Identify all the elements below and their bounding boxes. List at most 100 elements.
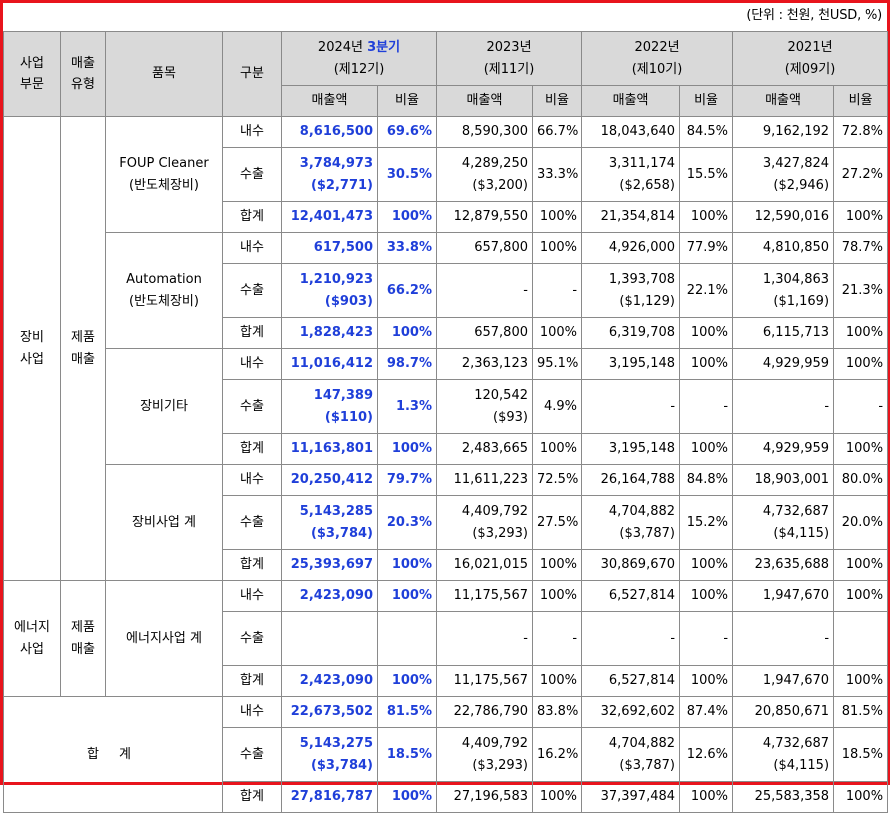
sales-value: 1,947,670 xyxy=(732,665,835,697)
category-cell: 내수 xyxy=(222,116,282,148)
category-cell: 내수 xyxy=(222,464,282,496)
ratio-value: 84.5% xyxy=(679,116,734,148)
sales-value: 18,903,001 xyxy=(732,464,835,496)
sales-value: - xyxy=(436,263,533,318)
sales-value: 4,810,850 xyxy=(732,232,835,264)
ratio-value: 87.4% xyxy=(679,696,734,728)
ratio-value: 100% xyxy=(833,781,889,813)
ratio-value: 27.5% xyxy=(531,495,583,550)
category-cell: 합계 xyxy=(222,317,282,349)
sales-value: 4,704,882 ($3,787) xyxy=(581,727,681,782)
sales-value: 657,800 xyxy=(436,232,533,264)
table-row: Automation (반도체장비) 내수 617,500 33.8% 657,800 10… xyxy=(4,232,889,349)
ratio-value: 100% xyxy=(679,201,734,233)
sales-value: 12,879,550 xyxy=(436,201,533,233)
sales-value: 4,732,687 ($4,115) xyxy=(732,727,835,782)
ratio-value: 15.2% xyxy=(679,495,734,550)
category-cell: 내수 xyxy=(222,580,282,612)
table-row: 수출 1,210,923 ($903) 66.2% - -1,393,708 ($1,129… xyxy=(4,263,889,318)
sales-value: 6,527,814 xyxy=(581,580,681,612)
header-period-2022: 2022년 (제10기) xyxy=(581,31,734,86)
ratio-value: 100% xyxy=(679,348,734,380)
ratio-value: 81.5% xyxy=(833,696,889,728)
ratio-value: 100% xyxy=(531,317,583,349)
ratio-value: 100% xyxy=(679,781,734,813)
sales-value: 3,195,148 xyxy=(581,433,681,465)
category-cell: 합계 xyxy=(222,433,282,465)
item-cell: FOUP Cleaner (반도체장비) xyxy=(105,116,223,233)
sales-value: 25,583,358 xyxy=(732,781,835,813)
ratio-value: 22.1% xyxy=(679,263,734,318)
unit-note: (단위 : 천원, 천USD, %) xyxy=(746,8,882,23)
table-row: 합계 1,828,423 100% 657,800 100% 6,319,708 100% 6… xyxy=(4,317,889,349)
table-row: 합계 12,401,473 100% 12,879,550 100% 21,354,814… xyxy=(4,201,889,233)
sales-value: 11,175,567 xyxy=(436,580,533,612)
table-row: 합계 25,393,697 100% 16,021,015 100% 30,869,670… xyxy=(4,549,889,581)
sales-value: 3,784,973 ($2,771) xyxy=(281,147,378,202)
ratio-value: 15.5% xyxy=(679,147,734,202)
header-sales: 매출액 xyxy=(732,85,835,117)
sales-value: 2,483,665 xyxy=(436,433,533,465)
sales-value: 8,590,300 xyxy=(436,116,533,148)
ratio-value: 100% xyxy=(377,433,437,465)
ratio-value: 1.3% xyxy=(377,379,437,434)
table-row: 수출 5,143,275 ($3,784) 18.5% 4,409,792 ($3,293… xyxy=(4,727,889,782)
ratio-value: 21.3% xyxy=(833,263,889,318)
ratio-value: 66.7% xyxy=(531,116,583,148)
sales-value: 9,162,192 xyxy=(732,116,835,148)
ratio-value: 100% xyxy=(377,549,437,581)
ratio-value: 78.7% xyxy=(833,232,889,264)
sales-value: 22,673,502 xyxy=(281,696,378,728)
sales-value: 4,409,792 ($3,293) xyxy=(436,495,533,550)
sales-type-cell: 제품 매출 xyxy=(60,116,106,581)
category-cell: 내수 xyxy=(222,232,282,264)
sales-value: 3,311,174 ($2,658) xyxy=(581,147,681,202)
header-sales: 매출액 xyxy=(281,85,378,117)
header-period-2023: 2023년 (제11기) xyxy=(435,31,583,86)
ratio-value: 84.8% xyxy=(679,464,734,496)
ratio-value: - xyxy=(531,611,583,666)
sales-value: 25,393,697 xyxy=(281,549,378,581)
ratio-value: 77.9% xyxy=(679,232,734,264)
header-ratio: 비율 xyxy=(377,85,437,117)
ratio-value: 4.9% xyxy=(531,379,583,434)
ratio-value: - xyxy=(833,379,889,434)
table-row: 수출 147,389 ($110) 1.3% 120,542 ($93) 4.9% - - - - xyxy=(4,379,889,434)
ratio-value: 72.5% xyxy=(531,464,583,496)
ratio-value: 100% xyxy=(531,781,583,813)
category-cell: 내수 xyxy=(222,696,282,728)
sales-value: 4,929,959 xyxy=(732,348,835,380)
sales-value: 32,692,602 xyxy=(581,696,681,728)
sales-value: 6,115,713 xyxy=(732,317,835,349)
table-body: 장비 사업 제품 매출 FOUP Cleaner (반도체장비) 내수 8,616,500 69… xyxy=(3,116,889,813)
sales-value: 3,427,824 ($2,946) xyxy=(732,147,835,202)
sales-table: 사업 부문 매출 유형 품목 구분 2024년 3분기 (제12기) 2023년 (제1… xyxy=(3,31,889,813)
grand-total-label: 합 계 xyxy=(3,696,223,813)
sales-value: 12,401,473 xyxy=(281,201,378,233)
item-cell: Automation (반도체장비) xyxy=(105,232,223,349)
table-row: 에너지 사업 제품 매출 에너지사업 계 내수 2,423,090 100% 11,175,56… xyxy=(3,580,889,697)
ratio-value: 83.8% xyxy=(531,696,583,728)
table-row: 장비기타 내수 11,016,412 98.7% 2,363,123 95.1% 3,195… xyxy=(4,348,889,465)
ratio-value: 95.1% xyxy=(531,348,583,380)
sales-value: 2,423,090 xyxy=(281,665,378,697)
sales-value: 11,163,801 xyxy=(281,433,378,465)
item-cell: 장비사업 계 xyxy=(105,464,223,581)
sales-value: 11,611,223 xyxy=(436,464,533,496)
category-cell: 수출 xyxy=(222,379,282,434)
sales-value: 5,143,275 ($3,784) xyxy=(281,727,378,782)
sales-value: 4,289,250 ($3,200) xyxy=(436,147,533,202)
ratio-value: 100% xyxy=(377,665,437,697)
ratio-value: 69.6% xyxy=(377,116,437,148)
sales-value: 5,143,285 ($3,784) xyxy=(281,495,378,550)
category-cell: 합계 xyxy=(222,781,282,813)
ratio-value: 100% xyxy=(531,665,583,697)
ratio-value: 100% xyxy=(679,580,734,612)
sales-value: 8,616,500 xyxy=(281,116,378,148)
sales-value: 18,043,640 xyxy=(581,116,681,148)
header-ratio: 비율 xyxy=(531,85,583,117)
table-row: 합 계 내수 22,673,502 81.5% 22,786,790 83.8% 32,69… xyxy=(3,696,889,813)
ratio-value: - xyxy=(531,263,583,318)
category-cell: 수출 xyxy=(222,495,282,550)
ratio-value: 100% xyxy=(679,433,734,465)
